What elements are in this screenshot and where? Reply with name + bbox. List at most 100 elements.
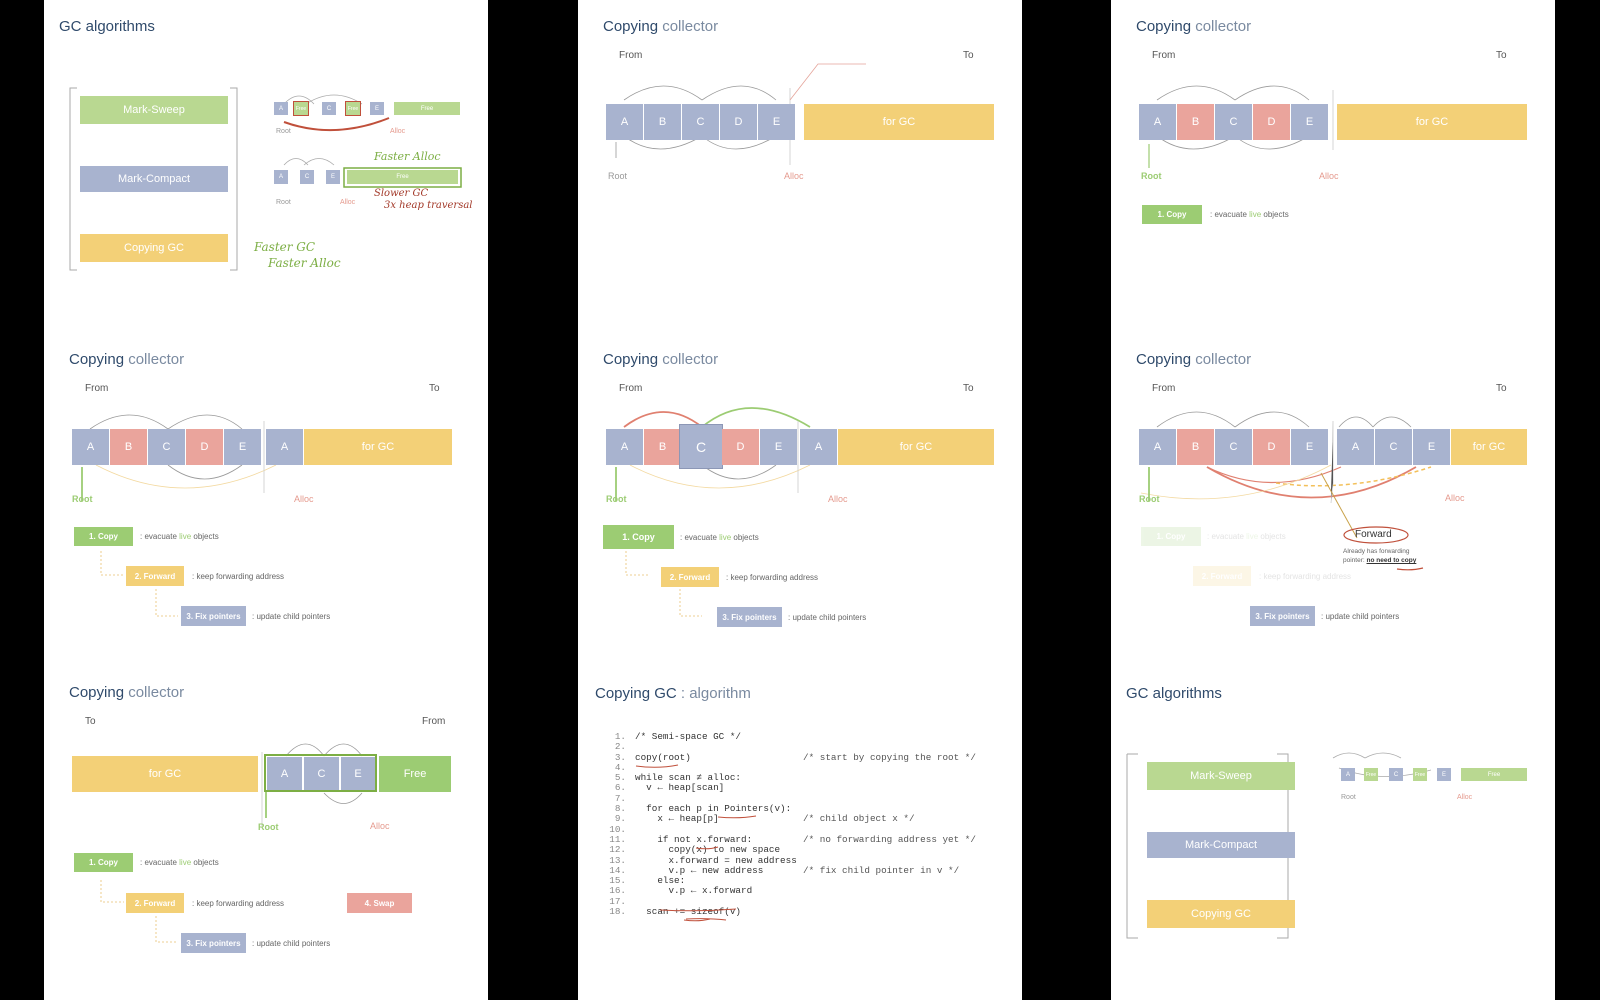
handwritten-faster-alloc-2: Faster Alloc — [268, 256, 341, 270]
pointer-arrows — [1148, 85, 1334, 168]
code-line: v ← heap[scan] — [635, 782, 725, 794]
note-no-copy: pointer: no need to copy — [1343, 557, 1417, 564]
slide-copying-collector-4[interactable]: Copying collector From To A B C D E A fo… — [578, 333, 1022, 666]
code-comment: /* fix child pointer in v */ — [803, 864, 960, 876]
code-line-number: 15. — [609, 875, 626, 887]
step-copy-desc: : evacuate live objects — [1210, 210, 1289, 219]
slide-gc-algorithms-2[interactable]: GC algorithms Mark-Sweep Mark-Compact Co… — [1111, 666, 1555, 999]
alloc-label: Alloc — [1319, 171, 1339, 181]
step-copy: 1. Copy — [74, 853, 133, 872]
step-fix-pointers-desc: : update child pointers — [252, 612, 331, 621]
step-copy: 1. Copy — [1142, 205, 1202, 224]
copied-cell: A — [267, 757, 302, 790]
heap-cell: Free — [1364, 768, 1378, 781]
slide-title: Copying collector — [603, 351, 719, 368]
mc-free: Free — [347, 170, 458, 184]
root-label: Root — [1341, 794, 1356, 801]
step-forward: 2. Forward — [661, 567, 719, 587]
from-label: From — [1152, 383, 1176, 394]
algo-copying-gc: Copying GC — [80, 234, 228, 262]
algo-mark-sweep: Mark-Sweep — [1147, 762, 1295, 790]
heap-cell: B — [1177, 429, 1214, 465]
heap-cell: A — [1341, 768, 1355, 781]
root-label: Root — [1141, 171, 1162, 181]
copied-cell: A — [1337, 429, 1374, 465]
to-label: To — [85, 716, 96, 727]
to-space: for GC — [1337, 104, 1527, 140]
ms-cell: A — [274, 102, 288, 115]
root-label: Root — [606, 494, 627, 504]
to-space: for GC — [804, 104, 994, 140]
live-region-outline — [264, 754, 377, 792]
free-space: Free — [379, 756, 451, 792]
handwritten-faster-gc: Faster GC — [254, 240, 316, 254]
code-line-number: 16. — [609, 885, 626, 897]
to-label: To — [1496, 383, 1507, 394]
slide-gc-algorithms[interactable]: GC algorithms Mark-Sweep Mark-Compact Co… — [44, 0, 488, 333]
pointer-arrows — [615, 63, 866, 165]
heap-cell: B — [644, 429, 681, 465]
alloc-label: Alloc — [340, 199, 356, 206]
code-line-number: 10. — [609, 823, 626, 835]
copied-cell: C — [1375, 429, 1412, 465]
alloc-label: Alloc — [784, 171, 804, 181]
algo-mark-sweep: Mark-Sweep — [80, 96, 228, 124]
code-line: copy(x) to new space — [635, 844, 781, 856]
alloc-label: Alloc — [1457, 794, 1473, 801]
algo-mark-compact: Mark-Compact — [80, 166, 228, 192]
step-copy-desc: : evacuate live objects — [1207, 532, 1286, 541]
slide-copying-collector-3[interactable]: Copying collector From To A B C D E A fo… — [44, 333, 488, 666]
slide-title: Copying GC : algorithm — [595, 685, 751, 702]
ms-cell: E — [370, 102, 384, 115]
from-label: From — [85, 383, 109, 394]
from-label: From — [1152, 50, 1176, 61]
code-comment: /* no forwarding address yet */ — [803, 833, 976, 845]
slide-title: Copying collector — [603, 18, 719, 35]
column-2 — [578, 0, 1022, 1000]
step-forward: 2. Forward — [1193, 566, 1251, 586]
step-forward-desc: : keep forwarding address — [192, 572, 285, 581]
heap-cell: C — [1215, 104, 1252, 140]
to-space: for GC — [1451, 429, 1527, 465]
code-line: x ← heap[p] — [635, 813, 719, 825]
code-line-number: 13. — [609, 854, 626, 866]
slide-title: Copying collector — [69, 684, 185, 701]
heap-cell: E — [758, 104, 795, 140]
heap-cell: A — [1139, 429, 1176, 465]
code-line-number: 5. — [614, 772, 626, 784]
heap-cell: B — [110, 429, 147, 465]
code-line-number: 3. — [614, 751, 626, 763]
code-line: /* Semi-space GC */ — [635, 731, 742, 742]
copied-cell: C — [304, 757, 339, 790]
code-line: scan += sizeof(v) — [635, 906, 742, 918]
algo-copying-gc: Copying GC — [1147, 900, 1295, 928]
note-forwarding: Already has forwarding — [1343, 548, 1410, 555]
code-line: while scan ≠ alloc: — [635, 772, 742, 784]
code-line-number: 2. — [614, 741, 626, 753]
slide-copying-collector-5[interactable]: Copying collector From To A B C D E A C … — [1111, 333, 1555, 666]
slide-title: Copying collector — [1136, 351, 1252, 368]
code-line-number: 9. — [614, 813, 626, 825]
code-line: for each p in Pointers(v): — [635, 803, 792, 815]
to-label: To — [963, 50, 974, 61]
root-label: Root — [258, 822, 279, 832]
slide-title: Copying collector — [1136, 18, 1252, 35]
from-label: From — [619, 50, 643, 61]
slide-copying-collector-6[interactable]: Copying collector To From for GC A C E F… — [44, 666, 488, 999]
slide-copying-collector-1[interactable]: Copying collector From To A B C D E for … — [578, 0, 1022, 333]
code-line-number: 11. — [609, 833, 626, 845]
code-line: v.p ← x.forward — [635, 885, 753, 897]
slide-title: Copying collector — [69, 351, 185, 368]
heap-cell: A — [1139, 104, 1176, 140]
pointer-arrows — [81, 414, 277, 617]
slide-copying-gc-algorithm[interactable]: Copying GC : algorithm 1. 2. 3. 4. 5. 6. 7. 8. 9… — [578, 666, 1022, 999]
slide-copying-collector-2[interactable]: Copying collector From To A B C D E for … — [1111, 0, 1555, 333]
step-forward-desc: : keep forwarding address — [726, 573, 819, 582]
code-line-number: 6. — [614, 782, 626, 794]
code-line: if not x.forward: — [635, 833, 753, 845]
step-copy: 1. Copy — [74, 527, 133, 546]
alloc-label: Alloc — [370, 821, 390, 831]
root-label: Root — [72, 494, 93, 504]
code-line-numbers: 1. 2. 3. 4. 5. 6. 7. 8. 9. 10. 11. 12. 13. 14. 15. 16. 1… — [608, 731, 626, 917]
alloc-label: Alloc — [1445, 493, 1465, 503]
